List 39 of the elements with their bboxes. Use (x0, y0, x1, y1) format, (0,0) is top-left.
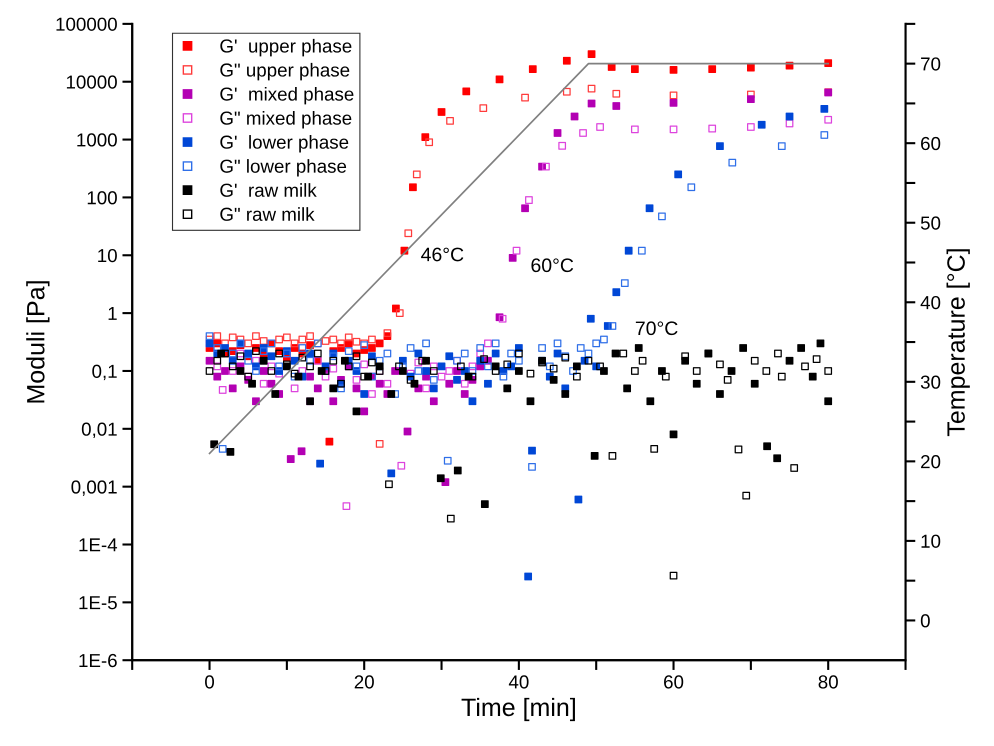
x-tick-label: 20 (354, 675, 374, 689)
y-tick-label: 10000 (66, 75, 117, 89)
y-tick-label: 1E-4 (79, 538, 118, 552)
y2-tick-label: 30 (920, 376, 940, 389)
annotation: 70°C (636, 321, 678, 336)
y2-axis-title: Temperature [°C] (946, 249, 970, 436)
y2-tick-label: 20 (921, 455, 940, 468)
annotation: 60°C (531, 258, 574, 272)
y-tick-label: 0,01 (82, 422, 117, 438)
y-tick-label: 0,001 (71, 480, 117, 496)
legend-label: G" mixed phase (220, 110, 352, 128)
y-tick-label: 1E-6 (79, 654, 117, 668)
x-axis-title: Time [min] (462, 698, 575, 722)
legend-label: G' raw milk (220, 183, 317, 197)
y2-tick-label: 10 (922, 534, 940, 548)
x-tick-label: 80 (818, 675, 838, 689)
legend-label: G' upper phase (220, 38, 352, 56)
legend-label: G' mixed phase (220, 86, 354, 104)
y-tick-label: 100000 (56, 18, 117, 31)
legend-label: G" raw milk (220, 207, 315, 221)
x-tick-label: 40 (508, 675, 529, 689)
legend-label: G" upper phase (220, 62, 350, 80)
y-tick-label: 0,1 (92, 364, 117, 380)
legend-label: G" lower phase (220, 159, 346, 177)
y2-tick-label: 40 (920, 296, 940, 310)
y-tick-label: 1 (108, 307, 117, 320)
y-tick-label: 1000 (77, 133, 117, 147)
y2-tick-label: 0 (920, 614, 930, 628)
y2-tick-label: 50 (920, 216, 940, 230)
y-tick-label: 1E-5 (79, 596, 117, 610)
annotation: 46°C (421, 248, 464, 262)
y-tick-label: 10 (98, 248, 117, 262)
x-tick-label: 0 (205, 675, 214, 689)
y-axis-title: Moduli [Pa] (26, 281, 50, 403)
legend-label: G' lower phase (220, 135, 348, 153)
y-tick-label: 100 (88, 191, 117, 204)
y2-tick-label: 60 (921, 136, 940, 150)
y2-tick-label: 70 (921, 57, 940, 71)
x-tick-label: 60 (664, 675, 684, 689)
